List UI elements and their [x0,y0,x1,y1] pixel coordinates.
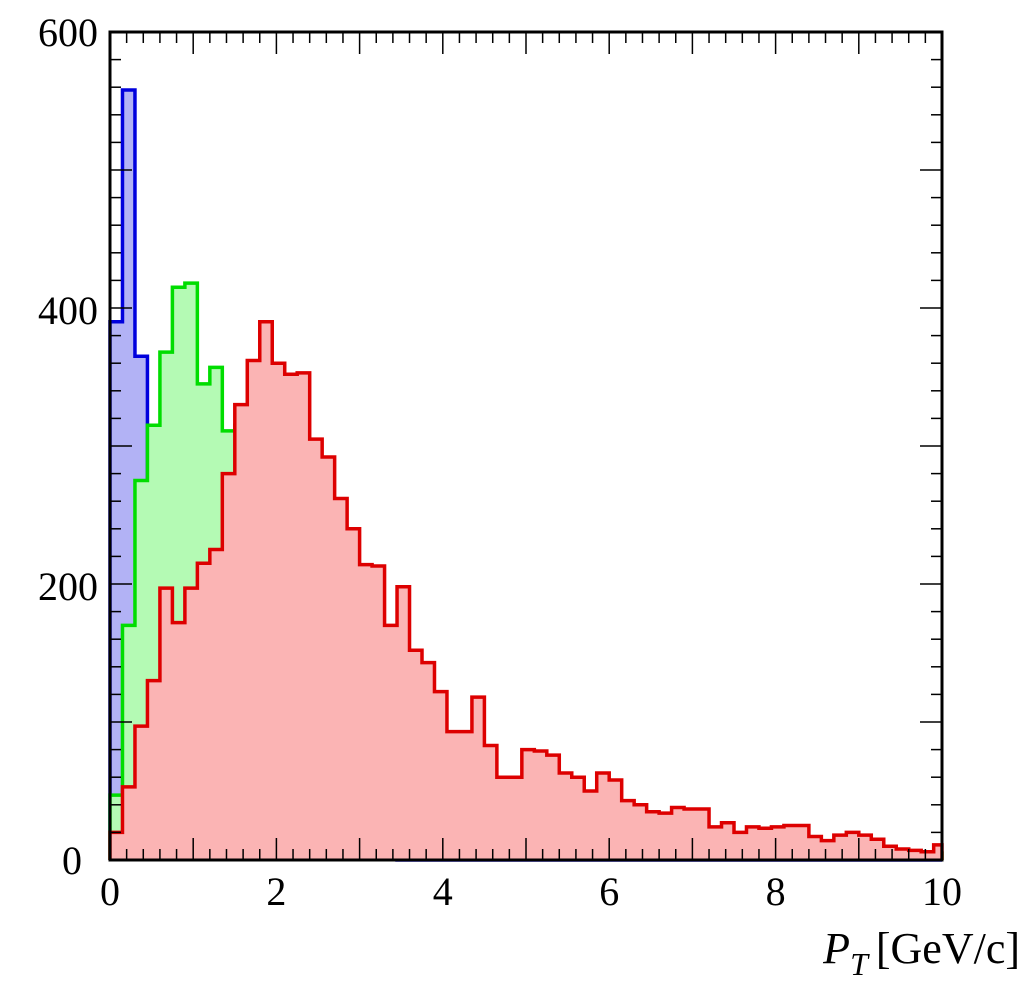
y-tick-labels: 0 200 400 600 [38,10,98,883]
x-tick-label: 0 [100,869,120,914]
y-tick-label: 400 [38,288,98,333]
x-tick-label: 8 [766,869,786,914]
histogram-fill-2 [110,321,942,860]
series-layer [108,88,944,862]
x-axis-unit: [GeV/c] [876,924,1020,973]
tick-marks [109,31,943,861]
x-axis-subscript: T [850,946,870,981]
histogram-series-2 [108,320,944,860]
histogram-outline-2 [108,320,944,860]
x-axis-title: PT [GeV/c] [822,924,1020,981]
y-tick-label: 600 [38,10,98,55]
x-axis-symbol: P [822,924,850,973]
x-tick-label: 2 [266,869,286,914]
x-tick-label: 6 [599,869,619,914]
x-tick-labels: 0 2 4 6 8 10 [100,869,962,914]
x-tick-label: 10 [922,869,962,914]
y-tick-label: 0 [62,838,82,883]
plot-frame [108,30,944,862]
y-tick-label: 200 [38,564,98,609]
x-tick-label: 4 [433,869,453,914]
